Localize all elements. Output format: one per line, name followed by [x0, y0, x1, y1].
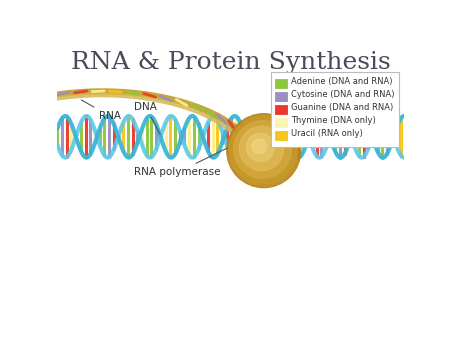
Text: Uracil (RNA only): Uracil (RNA only): [291, 129, 362, 138]
Bar: [275, 79, 287, 88]
Text: RNA polymerase: RNA polymerase: [135, 148, 227, 177]
Text: RNA & Protein Synthesis: RNA & Protein Synthesis: [71, 51, 391, 74]
Bar: [275, 131, 287, 140]
Circle shape: [246, 133, 274, 161]
Bar: [275, 92, 287, 101]
Bar: [275, 105, 287, 114]
Text: DNA: DNA: [135, 102, 160, 134]
Circle shape: [230, 116, 297, 184]
Text: RNA: RNA: [81, 100, 121, 121]
Circle shape: [239, 126, 284, 171]
Circle shape: [234, 121, 291, 178]
Text: Thymine (DNA only): Thymine (DNA only): [291, 116, 375, 125]
Text: Adenine (DNA and RNA): Adenine (DNA and RNA): [291, 77, 392, 86]
Circle shape: [252, 139, 267, 154]
Text: Cytosine (DNA and RNA): Cytosine (DNA and RNA): [291, 90, 394, 99]
Text: Guanine (DNA and RNA): Guanine (DNA and RNA): [291, 103, 393, 112]
Circle shape: [227, 114, 301, 188]
FancyBboxPatch shape: [270, 72, 399, 147]
Bar: [275, 118, 287, 127]
